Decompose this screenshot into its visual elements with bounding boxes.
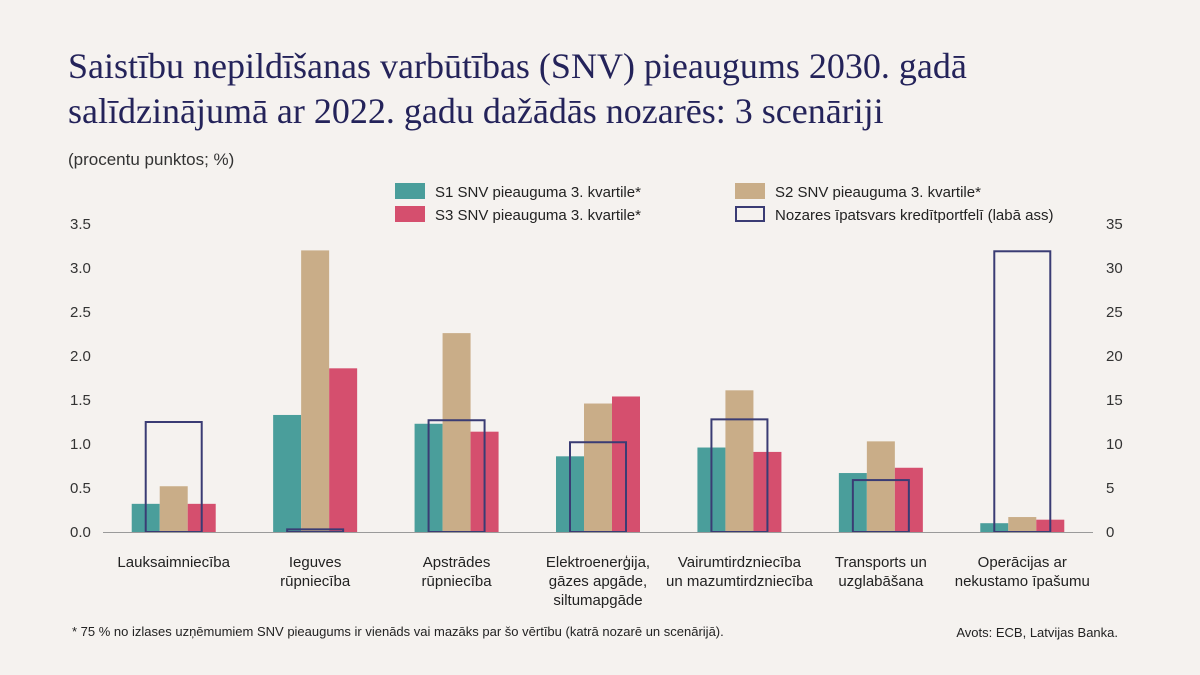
legend-label: S2 SNV pieauguma 3. kvartile* [775, 184, 981, 201]
category-label: Transports un uzglabāšana [835, 554, 927, 590]
category-label-line: uzglabāšana [838, 573, 924, 590]
category-label-line: Transports un [835, 554, 927, 571]
chart-title: Saistību nepildīšanas varbūtības (SNV) p… [68, 46, 967, 131]
right-axis-tick-label: 10 [1106, 436, 1123, 453]
left-axis-tick-label: 1.5 [70, 392, 91, 409]
right-axis-tick-label: 15 [1106, 392, 1123, 409]
right-axis-tick-label: 0 [1106, 524, 1114, 541]
bar-s2 [159, 486, 188, 532]
bars [131, 250, 1065, 532]
category-label-line: Vairumtirdzniecība [678, 554, 802, 571]
bar-s2 [725, 390, 754, 532]
category-labels: Lauksaimniecība Ieguves rūpniecībaApstrāde… [117, 554, 1089, 609]
legend: S1 SNV pieauguma 3. kvartile* S2 SNV piea… [395, 183, 1053, 224]
left-axis-tick-label: 3.0 [70, 260, 91, 277]
category-label: Apstrādes rūpniecība [422, 554, 493, 590]
category-label-line: Apstrādes [423, 554, 491, 571]
legend-label: S1 SNV pieauguma 3. kvartile* [435, 184, 641, 201]
right-axis: 0 5 10 15 20 25 30 35 [1106, 216, 1123, 541]
left-axis-tick-label: 0.5 [70, 480, 91, 497]
bar-s1 [273, 414, 302, 532]
legend-label: S3 SNV pieauguma 3. kvartile* [435, 207, 641, 224]
left-axis: 0.0 0.5 1.0 1.5 2.0 2.5 3.0 3.5 [70, 216, 91, 541]
footnote: * 75 % no izlases uzņēmumiem SNV pieaugu… [72, 624, 724, 639]
bar-s2 [1008, 517, 1037, 532]
right-axis-tick-label: 20 [1106, 348, 1123, 365]
bar-s3 [329, 368, 358, 532]
outline-bar-share [993, 250, 1052, 533]
category-label: Vairumtirdzniecība un mazumtirdzniecība [666, 554, 813, 590]
legend-swatch-outline [735, 206, 765, 222]
category-label-line: gāzes apgāde, [549, 573, 647, 590]
right-axis-tick-label: 30 [1106, 260, 1123, 277]
category-label-line: Lauksaimniecība [117, 554, 230, 571]
legend-label: Nozares īpatsvars kredītportfelī (labā a… [775, 207, 1053, 224]
left-axis-tick-label: 0.0 [70, 524, 91, 541]
category-label-line: rūpniecība [422, 573, 493, 590]
left-axis-tick-label: 2.0 [70, 348, 91, 365]
chart-subtitle: (procentu punktos; %) [68, 150, 235, 169]
category-label-line: Operācijas ar [978, 554, 1067, 571]
bar-s2 [866, 441, 895, 532]
category-label-line: Ieguves [289, 554, 342, 571]
legend-swatch [395, 183, 425, 199]
left-axis-tick-label: 1.0 [70, 436, 91, 453]
bar-s2 [301, 250, 330, 532]
category-label: Elektroenerģija, gāzes apgāde, siltumapgād… [546, 554, 650, 609]
left-axis-tick-label: 3.5 [70, 216, 91, 233]
category-label-line: un mazumtirdzniecība [666, 573, 813, 590]
right-axis-tick-label: 35 [1106, 216, 1123, 233]
category-label-line: Elektroenerģija, [546, 554, 650, 571]
legend-swatch [735, 183, 765, 199]
category-label-line: nekustamo īpašumu [955, 573, 1090, 590]
category-label: Ieguves rūpniecība [280, 554, 351, 590]
bar-s2 [442, 333, 471, 532]
bar-s2 [584, 403, 612, 532]
legend-swatch [395, 206, 425, 222]
source-note: Avots: ECB, Latvijas Banka. [956, 625, 1118, 640]
right-axis-tick-label: 5 [1106, 480, 1114, 497]
category-label-line: siltumapgāde [553, 592, 642, 609]
category-label: Lauksaimniecība [117, 554, 230, 571]
category-label: Operācijas ar nekustamo īpašumu [955, 554, 1090, 590]
left-axis-tick-label: 2.5 [70, 304, 91, 321]
right-axis-tick-label: 25 [1106, 304, 1123, 321]
category-label-line: rūpniecība [280, 573, 351, 590]
